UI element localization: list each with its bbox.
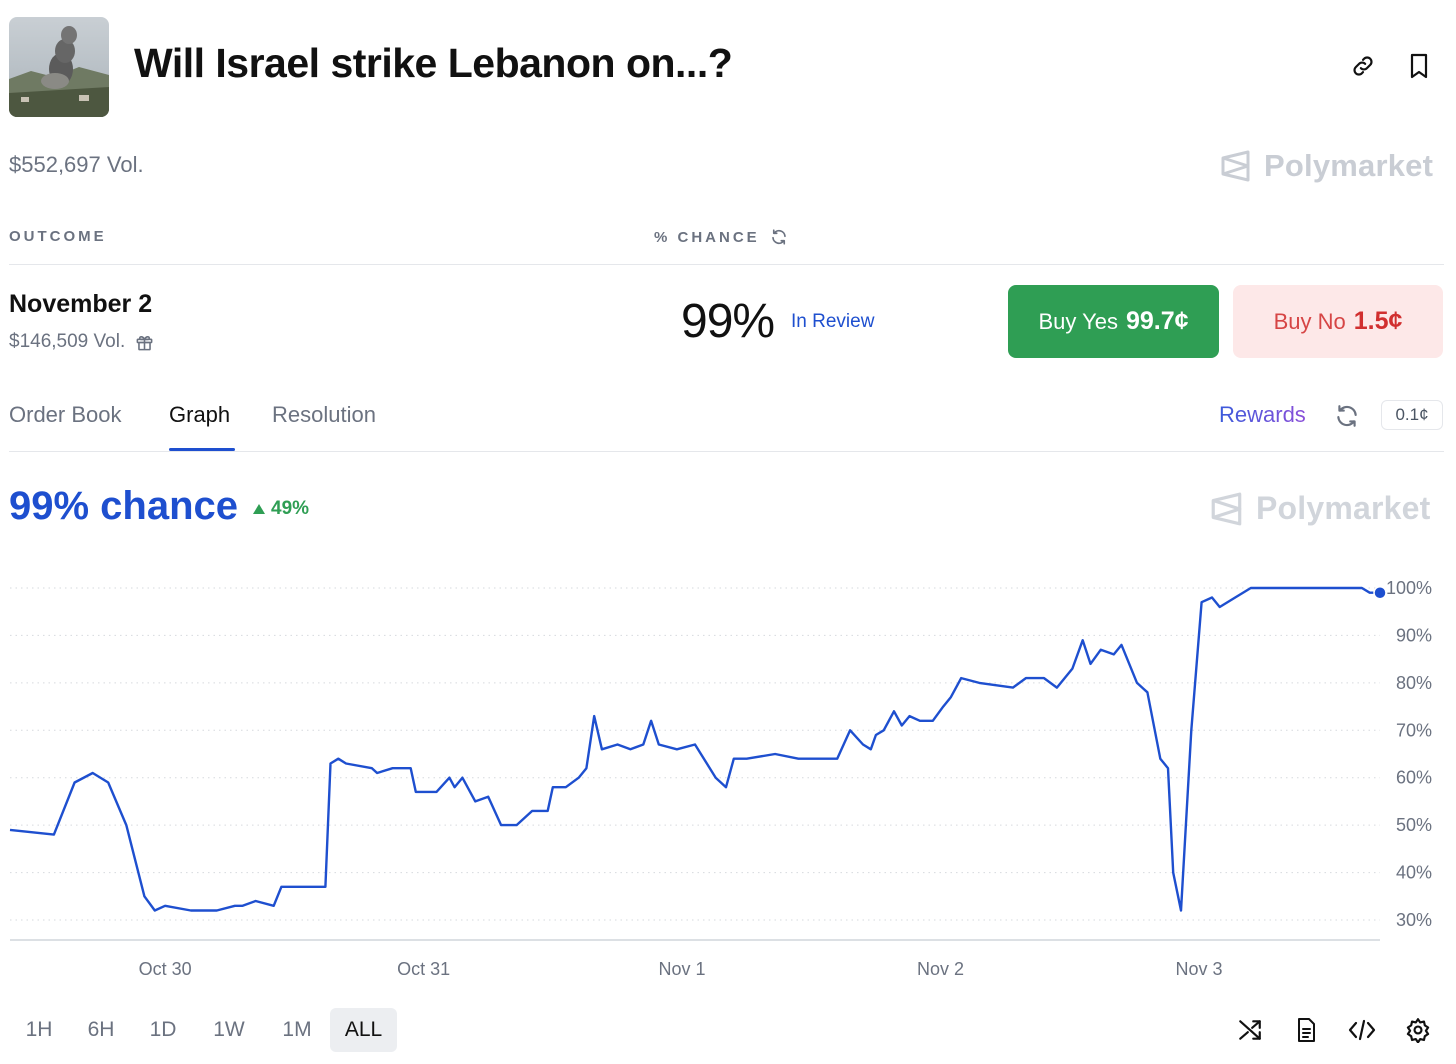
x-tick-label: Nov 1 bbox=[659, 959, 706, 979]
y-tick-label: 40% bbox=[1396, 863, 1432, 883]
outcome-volume-row: $146,509 Vol. bbox=[9, 331, 154, 353]
polymarket-brand-text: Polymarket bbox=[1256, 490, 1431, 526]
range-1d[interactable]: 1D bbox=[149, 1018, 177, 1041]
refresh-icon[interactable] bbox=[770, 228, 788, 246]
buy-no-button[interactable]: Buy No 1.5¢ bbox=[1233, 285, 1443, 358]
market-header: Will Israel strike Lebanon on...? bbox=[0, 0, 1456, 130]
document-icon[interactable] bbox=[1290, 1014, 1322, 1046]
y-tick-label: 50% bbox=[1396, 815, 1432, 835]
chart-y-axis: 100% 90% 80% 70% 60% 50% 40% 30% bbox=[1386, 578, 1432, 930]
active-tab-indicator bbox=[169, 448, 235, 451]
y-tick-label: 80% bbox=[1396, 673, 1432, 693]
market-thumbnail bbox=[9, 17, 109, 117]
x-tick-label: Nov 2 bbox=[917, 959, 964, 979]
range-all[interactable]: ALL bbox=[330, 1008, 397, 1052]
chance-delta-value: 49% bbox=[271, 498, 310, 519]
table-divider bbox=[9, 264, 1444, 265]
tab-order-book[interactable]: Order Book bbox=[9, 402, 122, 427]
buy-yes-button[interactable]: Buy Yes 99.7¢ bbox=[1008, 285, 1219, 358]
polymarket-brand-text: Polymarket bbox=[1264, 148, 1434, 183]
chart-chance-delta: 49% bbox=[252, 498, 309, 520]
tabs-divider bbox=[9, 451, 1444, 452]
chart-series bbox=[9, 585, 1387, 912]
market-title: Will Israel strike Lebanon on...? bbox=[134, 40, 733, 86]
chart-chance-value: 99% chance bbox=[9, 484, 239, 528]
tab-resolution[interactable]: Resolution bbox=[272, 402, 376, 427]
gift-icon[interactable] bbox=[135, 333, 154, 352]
buy-yes-label: Buy Yes bbox=[1038, 308, 1118, 334]
series-endpoint bbox=[1373, 585, 1387, 600]
rewards-link[interactable]: Rewards bbox=[1219, 402, 1306, 427]
rewards-refresh-icon[interactable] bbox=[1334, 403, 1360, 434]
link-icon[interactable] bbox=[1347, 50, 1379, 82]
chance-header-label: % CHANCE bbox=[654, 228, 760, 246]
polymarket-logo-icon bbox=[1221, 150, 1250, 182]
buy-no-label: Buy No bbox=[1273, 308, 1346, 334]
y-tick-label: 30% bbox=[1396, 910, 1432, 930]
chart-x-axis: Oct 30 Oct 31 Nov 1 Nov 2 Nov 3 bbox=[139, 959, 1223, 979]
range-1m[interactable]: 1M bbox=[282, 1018, 312, 1041]
outcome-volume: $146,509 Vol. bbox=[9, 331, 126, 352]
outcome-percent: 99% bbox=[681, 295, 775, 348]
shuffle-icon[interactable] bbox=[1234, 1014, 1266, 1046]
buy-yes-price: 99.7¢ bbox=[1125, 307, 1189, 335]
range-1w[interactable]: 1W bbox=[213, 1018, 245, 1041]
chart-gridlines bbox=[10, 587, 1380, 921]
market-volume: $552,697 Vol. bbox=[9, 152, 144, 177]
y-tick-label: 60% bbox=[1396, 768, 1432, 788]
tab-graph[interactable]: Graph bbox=[169, 402, 231, 427]
polymarket-watermark: Polymarket bbox=[1220, 148, 1433, 184]
outcome-column-header: OUTCOME bbox=[9, 228, 107, 245]
polymarket-logo-icon bbox=[1211, 492, 1242, 525]
code-icon[interactable] bbox=[1346, 1014, 1378, 1046]
outcome-status: In Review bbox=[791, 311, 875, 332]
y-tick-label: 90% bbox=[1396, 625, 1432, 645]
buy-no-price: 1.5¢ bbox=[1353, 307, 1403, 335]
price-history-chart[interactable]: 100% 90% 80% 70% 60% 50% 40% 30% Oct 30 Oct 31 No… bbox=[0, 560, 1456, 990]
series-line bbox=[9, 586, 1380, 912]
x-tick-label: Oct 30 bbox=[139, 959, 192, 979]
bookmark-icon[interactable] bbox=[1403, 50, 1435, 82]
x-tick-label: Oct 31 bbox=[397, 959, 450, 979]
range-1h[interactable]: 1H bbox=[25, 1018, 53, 1041]
y-tick-label: 100% bbox=[1386, 578, 1432, 598]
triangle-up-icon bbox=[253, 504, 265, 514]
range-6h[interactable]: 6H bbox=[87, 1018, 115, 1041]
outcome-header-label: OUTCOME bbox=[9, 228, 107, 245]
spread-badge[interactable]: 0.1¢ bbox=[1381, 400, 1443, 430]
settings-icon[interactable] bbox=[1402, 1014, 1434, 1046]
y-tick-label: 70% bbox=[1396, 720, 1432, 740]
x-tick-label: Nov 3 bbox=[1176, 959, 1223, 979]
outcome-name: November 2 bbox=[9, 290, 153, 318]
polymarket-chart-watermark: Polymarket bbox=[1210, 490, 1431, 527]
chance-column-header: % CHANCE bbox=[654, 228, 788, 246]
